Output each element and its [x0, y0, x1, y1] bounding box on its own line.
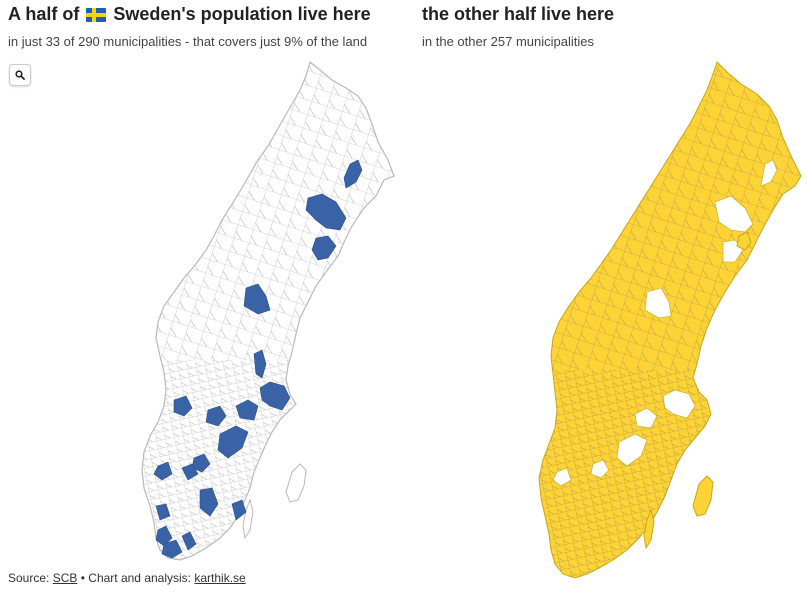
highlighted-municipalities — [153, 159, 363, 559]
municipality-lund — [181, 531, 197, 551]
gotland-island-yellow — [692, 475, 714, 517]
left-sweden-map[interactable] — [140, 60, 400, 565]
coastal-island-yellow — [736, 231, 752, 251]
municipality-orebro — [173, 395, 193, 417]
municipality-lulea — [343, 159, 363, 189]
credit-label: Chart and analysis: — [88, 571, 192, 585]
oland-island-yellow — [643, 508, 655, 550]
left-map-title: A half of Sweden's population live here — [8, 4, 371, 25]
municipality-vasteras — [205, 405, 227, 427]
municipality-uppsala — [235, 399, 259, 421]
municipality-kalmar — [231, 499, 247, 521]
municipality-borders-yellow — [539, 62, 801, 578]
municipality-ostersund — [243, 283, 271, 315]
magnifier-icon — [15, 70, 25, 80]
right-map-title: the other half live here — [422, 4, 615, 24]
source-footer: Source: SCB • Chart and analysis: karthi… — [8, 571, 246, 585]
credit-link[interactable]: karthik.se — [194, 571, 246, 585]
municipality-boras — [181, 463, 199, 481]
municipality-norrkoping — [217, 425, 249, 459]
source-label: Source: — [8, 571, 50, 585]
municipality-malmo — [161, 539, 183, 559]
municipality-borders — [142, 62, 394, 560]
municipality-goteborg — [153, 461, 173, 481]
source-link-scb[interactable]: SCB — [52, 571, 78, 585]
municipality-stockholm — [259, 381, 291, 411]
right-map-subtitle: in the other 257 municipalities — [422, 34, 594, 49]
municipality-umea — [311, 235, 337, 261]
municipality-skelleftea — [305, 193, 347, 231]
right-sweden-map[interactable] — [535, 60, 807, 585]
left-title-text-2: Sweden's population live here — [113, 4, 371, 24]
municipality-helsingborg — [155, 525, 173, 547]
municipality-halmstad — [155, 503, 171, 521]
zoom-button[interactable] — [9, 64, 31, 86]
footer-separator: • — [80, 571, 85, 585]
sweden-flag-icon — [86, 8, 107, 22]
left-title-text-1: A half of — [8, 4, 80, 24]
municipality-jonkoping — [199, 487, 219, 517]
left-map-subtitle: in just 33 of 290 municipalities - that … — [8, 34, 368, 49]
oland-island — [242, 498, 254, 540]
gotland-island — [285, 463, 307, 503]
municipality-gavle — [253, 349, 267, 379]
